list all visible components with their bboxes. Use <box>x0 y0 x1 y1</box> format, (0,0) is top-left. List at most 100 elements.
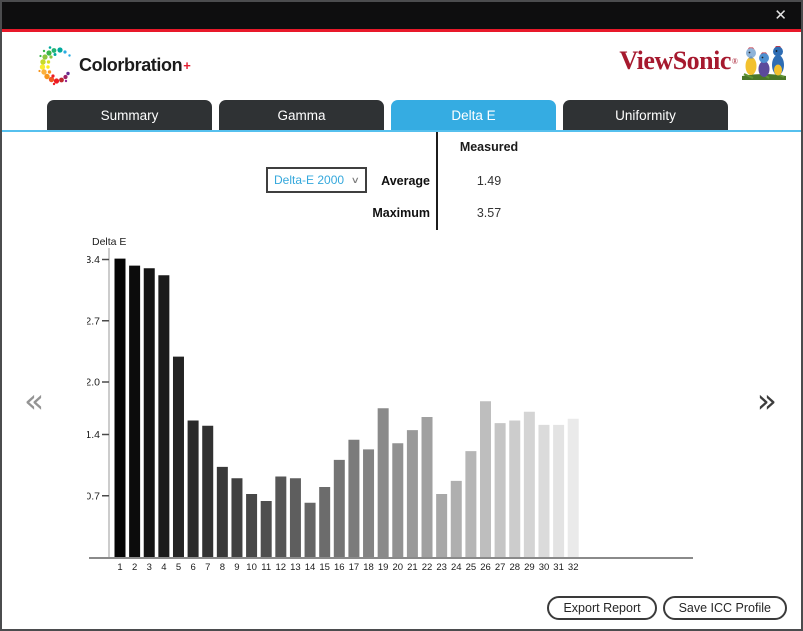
x-tick-label: 14 <box>305 562 316 573</box>
x-tick-label: 1 <box>117 562 122 573</box>
tab-uniformity[interactable]: Uniformity <box>563 100 728 130</box>
titlebar-accent-line <box>2 29 801 32</box>
x-tick-label: 9 <box>234 562 239 573</box>
average-value: 1.49 <box>476 174 502 188</box>
chart-bar <box>172 356 184 557</box>
delta-e-stats: Delta-E 2000 ∨ Measured Average 1.49 Max… <box>2 132 801 232</box>
chart-bar <box>231 478 243 557</box>
x-tick-label: 30 <box>539 562 550 573</box>
chart-bar <box>392 443 404 557</box>
x-tick-label: 6 <box>190 562 195 573</box>
y-axis-title: Delta E <box>92 236 126 248</box>
chart-region: « Delta E3.42.72.01.40.71234567891011121… <box>2 232 801 588</box>
x-tick-label: 11 <box>261 562 271 573</box>
x-tick-label: 25 <box>466 562 477 573</box>
chart-bar <box>260 501 272 557</box>
colorbration-c-icon <box>38 46 71 86</box>
titlebar: ✕ <box>2 2 801 29</box>
chart-bar <box>523 411 535 557</box>
chart-bar <box>246 494 258 557</box>
viewsonic-birds-icon <box>742 46 786 80</box>
tab-summary[interactable]: Summary <box>47 100 212 130</box>
maximum-label: Maximum <box>372 206 430 220</box>
x-tick-label: 32 <box>568 562 579 573</box>
chart-bar <box>509 420 521 557</box>
chart-bar <box>216 466 228 557</box>
delta-e-formula-value: Delta-E 2000 <box>274 173 345 187</box>
x-tick-label: 17 <box>349 562 360 573</box>
average-label: Average <box>381 174 430 188</box>
chart-bar <box>436 494 448 557</box>
maximum-value: 3.57 <box>476 206 502 220</box>
delta-e-formula-select[interactable]: Delta-E 2000 ∨ <box>266 167 367 193</box>
x-tick-label: 15 <box>319 562 330 573</box>
x-tick-label: 13 <box>290 562 301 573</box>
x-tick-label: 27 <box>495 562 506 573</box>
footer-actions: Export Report Save ICC Profile <box>547 596 787 620</box>
chevron-down-icon: ∨ <box>351 174 361 185</box>
chart-bar <box>304 502 316 557</box>
y-tick-label: 2.7 <box>87 315 100 327</box>
previous-page-icon[interactable]: « <box>24 381 45 420</box>
x-tick-label: 20 <box>392 562 403 573</box>
measured-column-header: Measured <box>459 140 519 154</box>
chart-bar <box>187 420 199 557</box>
chart-bar <box>450 480 462 557</box>
y-tick-label: 1.4 <box>87 429 100 441</box>
colorbration-plus: + <box>183 57 191 73</box>
x-tick-label: 4 <box>161 562 166 573</box>
chart-bar <box>363 449 375 557</box>
chart-bar <box>377 408 389 557</box>
chart-bar <box>289 478 301 557</box>
x-tick-label: 16 <box>334 562 345 573</box>
tab-delta-e[interactable]: Delta E <box>391 100 556 130</box>
next-page-icon[interactable]: » <box>756 381 777 420</box>
chart-bar <box>465 451 477 557</box>
chart-bar <box>129 265 141 557</box>
chart-bar <box>275 476 287 557</box>
viewsonic-registered-mark: ® <box>731 56 738 66</box>
chart-bar <box>319 487 331 557</box>
chart-bar <box>567 418 579 557</box>
chart-bar <box>333 459 345 557</box>
x-tick-label: 24 <box>451 562 462 573</box>
x-tick-label: 19 <box>378 562 389 573</box>
y-tick-label: 0.7 <box>87 490 100 502</box>
x-tick-label: 8 <box>220 562 225 573</box>
chart-bar <box>553 424 565 557</box>
viewsonic-logo: ViewSonic ® <box>619 40 787 82</box>
tab-underline <box>2 130 801 132</box>
x-tick-label: 22 <box>422 562 433 573</box>
chart-bar <box>143 268 155 557</box>
chart-bar <box>494 423 506 557</box>
delta-e-chart: Delta E3.42.72.01.40.7123456789101112131… <box>87 236 693 573</box>
x-tick-label: 26 <box>480 562 491 573</box>
x-tick-label: 7 <box>205 562 210 573</box>
x-tick-label: 31 <box>553 562 564 573</box>
stats-divider <box>436 132 438 230</box>
tab-bar: Summary Gamma Delta E Uniformity <box>2 100 801 130</box>
close-icon[interactable]: ✕ <box>774 6 787 24</box>
y-tick-label: 3.4 <box>87 254 100 266</box>
chart-bar <box>421 417 433 557</box>
colorbration-wordmark: Colorbration <box>79 54 183 75</box>
chart-bar <box>348 439 360 557</box>
chart-bar <box>202 425 214 557</box>
chart-bar <box>480 401 491 557</box>
viewsonic-wordmark: ViewSonic <box>619 46 731 75</box>
chart-bar <box>114 258 126 557</box>
save-icc-profile-button[interactable]: Save ICC Profile <box>662 596 787 620</box>
export-report-button[interactable]: Export Report <box>547 596 657 620</box>
chart-bar <box>406 430 418 557</box>
x-tick-label: 28 <box>509 562 520 573</box>
header: Colorbration + ViewSonic ® <box>2 32 801 100</box>
tab-gamma[interactable]: Gamma <box>219 100 384 130</box>
chart-bar <box>538 424 550 557</box>
x-tick-label: 21 <box>407 562 418 573</box>
x-tick-label: 18 <box>363 562 374 573</box>
y-tick-label: 2.0 <box>87 377 100 389</box>
chart-bar <box>158 275 170 557</box>
x-tick-label: 12 <box>276 562 287 573</box>
x-tick-label: 2 <box>132 562 137 573</box>
